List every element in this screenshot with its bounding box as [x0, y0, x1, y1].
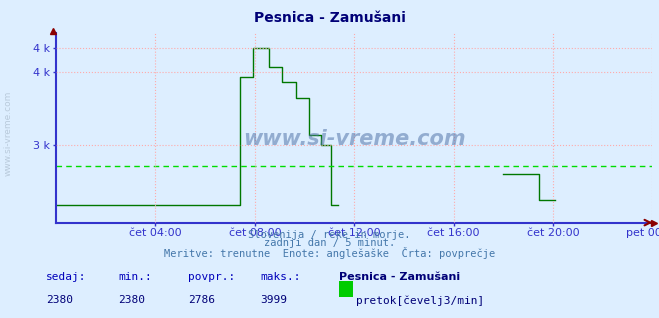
Text: 3999: 3999 [260, 295, 287, 305]
Text: min.:: min.: [119, 272, 152, 282]
Text: 2380: 2380 [46, 295, 73, 305]
Text: Pesnica - Zamušani: Pesnica - Zamušani [339, 272, 461, 282]
Text: maks.:: maks.: [260, 272, 301, 282]
Text: Slovenija / reke in morje.: Slovenija / reke in morje. [248, 230, 411, 239]
Text: pretok[čevelj3/min]: pretok[čevelj3/min] [356, 295, 484, 306]
Text: Meritve: trenutne  Enote: anglešaške  Črta: povprečje: Meritve: trenutne Enote: anglešaške Črta… [164, 247, 495, 259]
Text: www.si-vreme.com: www.si-vreme.com [3, 91, 13, 176]
Text: povpr.:: povpr.: [188, 272, 235, 282]
Text: zadnji dan / 5 minut.: zadnji dan / 5 minut. [264, 238, 395, 248]
Text: www.si-vreme.com: www.si-vreme.com [243, 129, 465, 149]
Text: sedaj:: sedaj: [46, 272, 86, 282]
Text: 2380: 2380 [119, 295, 146, 305]
Text: 2786: 2786 [188, 295, 215, 305]
Text: Pesnica - Zamušani: Pesnica - Zamušani [254, 11, 405, 25]
